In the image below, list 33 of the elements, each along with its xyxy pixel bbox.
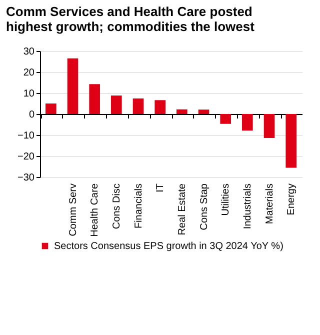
x-tick-label: Utilities [220, 184, 232, 216]
bar [111, 96, 122, 114]
y-tick-label: −30 [18, 172, 35, 184]
y-tick-label: −10 [18, 130, 35, 142]
text: highest growth; commodities the lowest [6, 19, 254, 34]
bar [286, 114, 296, 168]
y-tick-label: 20 [23, 68, 35, 78]
x-tick-label: Comm Serv [68, 184, 79, 236]
bar [46, 104, 56, 114]
bar [264, 114, 275, 138]
y-tick-label: 0 [28, 110, 35, 120]
bar [176, 109, 188, 114]
text: Comm Services and Health Care posted [6, 4, 252, 19]
bar [89, 84, 100, 114]
legend-label: Sectors Consensus EPS growth in 3Q 2024 YoY %) [54, 241, 284, 252]
bar [220, 114, 231, 124]
y-tick-label: 10 [23, 88, 35, 100]
y-tick-label: −20 [18, 152, 35, 162]
bar [242, 114, 253, 131]
x-tick-label: Financials [133, 184, 144, 229]
x-tick-label: Energy [286, 184, 298, 216]
x-tick-label: Health Care [90, 183, 101, 237]
x-tick-label: Industrials [242, 184, 254, 230]
y-tick-label: 30 [23, 46, 35, 58]
bar [67, 58, 78, 114]
bar [132, 98, 144, 114]
bar [154, 100, 166, 114]
x-tick-label: IT [155, 184, 166, 192]
x-tick-label: Real Estate [176, 183, 188, 236]
x-tick-label: Materials [264, 184, 276, 224]
bar [198, 110, 210, 114]
x-tick-label: Cons Disc [111, 184, 122, 230]
x-tick-label: Cons Stap [198, 183, 210, 230]
